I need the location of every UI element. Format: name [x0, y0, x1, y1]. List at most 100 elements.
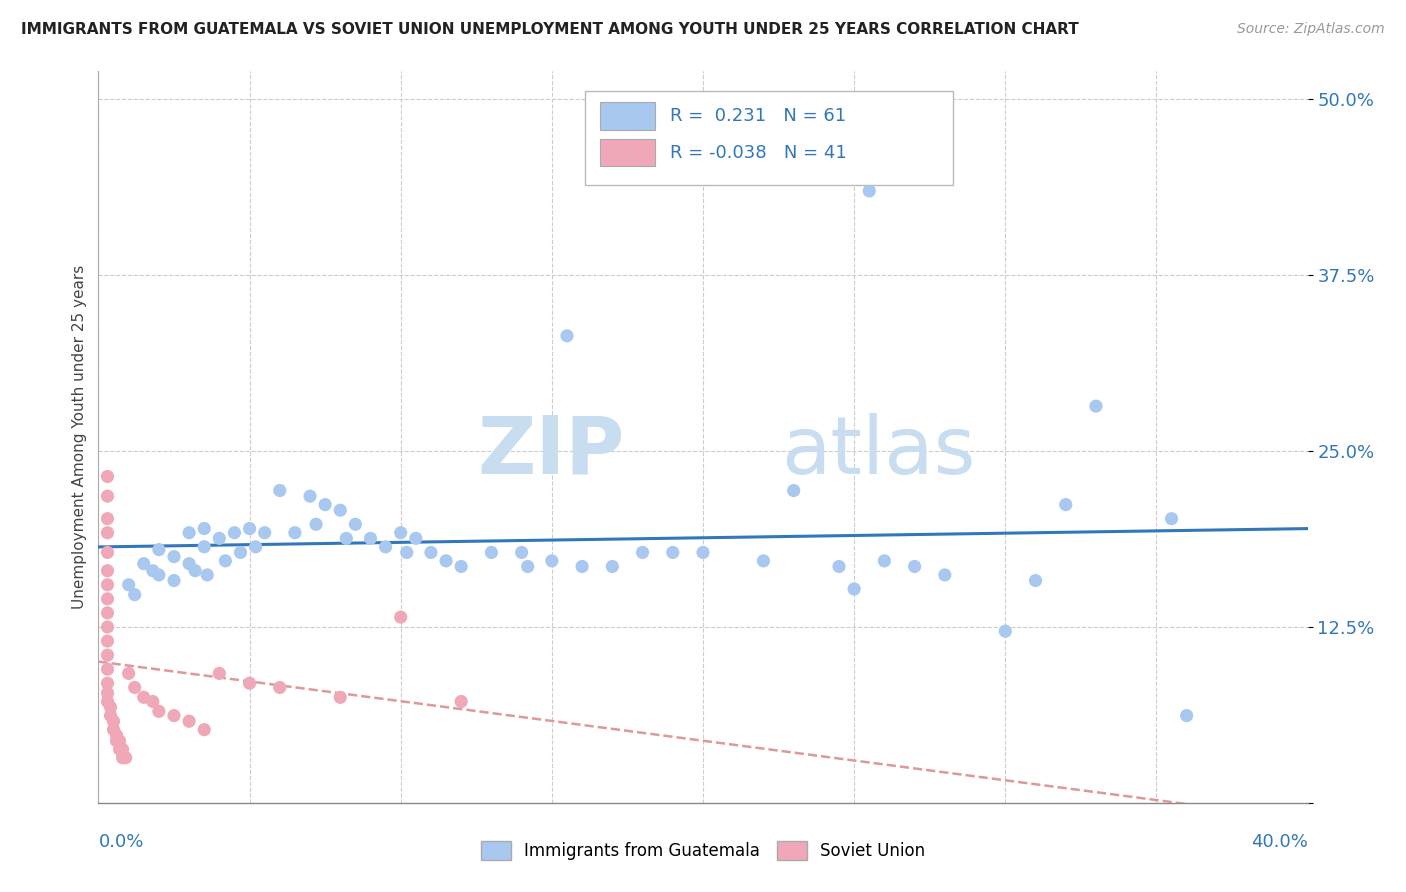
- Point: [96, 489, 118, 503]
- Point: [96, 591, 118, 606]
- Point: [284, 525, 307, 540]
- Point: [208, 666, 231, 681]
- Point: [934, 568, 956, 582]
- Point: [450, 559, 472, 574]
- Point: [179, 557, 201, 571]
- Point: [96, 694, 118, 708]
- Legend: Immigrants from Guatemala, Soviet Union: Immigrants from Guatemala, Soviet Union: [481, 841, 925, 860]
- Point: [873, 554, 896, 568]
- Point: [299, 489, 322, 503]
- Point: [179, 714, 201, 729]
- Point: [100, 700, 122, 714]
- Point: [195, 568, 218, 582]
- Point: [214, 554, 236, 568]
- Point: [434, 554, 457, 568]
- Point: [360, 532, 382, 546]
- Point: [661, 545, 683, 559]
- Point: [752, 554, 775, 568]
- Point: [142, 564, 165, 578]
- Text: atlas: atlas: [782, 413, 976, 491]
- Point: [105, 734, 128, 748]
- Point: [389, 525, 412, 540]
- Point: [395, 545, 418, 559]
- Point: [108, 734, 131, 748]
- Point: [692, 545, 714, 559]
- Point: [510, 545, 533, 559]
- Text: IMMIGRANTS FROM GUATEMALA VS SOVIET UNION UNEMPLOYMENT AMONG YOUTH UNDER 25 YEAR: IMMIGRANTS FROM GUATEMALA VS SOVIET UNIO…: [21, 22, 1078, 37]
- Point: [132, 557, 155, 571]
- Point: [405, 532, 427, 546]
- Point: [571, 559, 593, 574]
- Point: [96, 578, 118, 592]
- Point: [96, 648, 118, 662]
- Point: [96, 545, 118, 559]
- Point: [314, 498, 336, 512]
- Point: [1085, 399, 1108, 413]
- Point: [239, 676, 262, 690]
- Point: [481, 545, 503, 559]
- Point: [148, 568, 170, 582]
- Point: [148, 705, 170, 719]
- Point: [224, 525, 246, 540]
- Point: [96, 634, 118, 648]
- Point: [96, 525, 118, 540]
- Point: [103, 714, 125, 729]
- Point: [783, 483, 806, 498]
- Point: [450, 694, 472, 708]
- Text: ZIP: ZIP: [477, 413, 624, 491]
- Point: [111, 742, 134, 756]
- Point: [96, 469, 118, 483]
- Point: [96, 564, 118, 578]
- Point: [540, 554, 562, 568]
- Point: [179, 525, 201, 540]
- Text: 0.0%: 0.0%: [98, 833, 143, 851]
- Point: [193, 521, 215, 535]
- Point: [858, 184, 880, 198]
- Point: [163, 708, 186, 723]
- Point: [344, 517, 367, 532]
- Point: [269, 681, 291, 695]
- Point: [828, 559, 851, 574]
- FancyBboxPatch shape: [585, 91, 953, 185]
- Point: [389, 610, 412, 624]
- Point: [96, 606, 118, 620]
- Point: [142, 694, 165, 708]
- Point: [96, 662, 118, 676]
- Point: [516, 559, 538, 574]
- Point: [108, 742, 131, 756]
- Point: [96, 620, 118, 634]
- Point: [602, 559, 624, 574]
- Point: [239, 521, 262, 535]
- Text: R =  0.231   N = 61: R = 0.231 N = 61: [671, 107, 846, 125]
- Point: [124, 681, 146, 695]
- Point: [305, 517, 328, 532]
- Point: [1024, 574, 1046, 588]
- Point: [420, 545, 443, 559]
- Text: Source: ZipAtlas.com: Source: ZipAtlas.com: [1237, 22, 1385, 37]
- Point: [184, 564, 207, 578]
- Point: [124, 588, 146, 602]
- Point: [96, 511, 118, 525]
- Y-axis label: Unemployment Among Youth under 25 years: Unemployment Among Youth under 25 years: [72, 265, 87, 609]
- Point: [1160, 511, 1182, 525]
- Point: [118, 666, 141, 681]
- Point: [631, 545, 654, 559]
- Point: [163, 549, 186, 564]
- Point: [193, 540, 215, 554]
- Point: [132, 690, 155, 705]
- FancyBboxPatch shape: [600, 138, 655, 167]
- Point: [253, 525, 276, 540]
- Point: [904, 559, 927, 574]
- Point: [245, 540, 267, 554]
- FancyBboxPatch shape: [600, 102, 655, 130]
- Point: [105, 728, 128, 742]
- Point: [96, 686, 118, 700]
- Point: [96, 676, 118, 690]
- Point: [335, 532, 357, 546]
- Point: [329, 690, 352, 705]
- Point: [844, 582, 866, 596]
- Point: [111, 751, 134, 765]
- Point: [1175, 708, 1198, 723]
- Point: [329, 503, 352, 517]
- Point: [374, 540, 396, 554]
